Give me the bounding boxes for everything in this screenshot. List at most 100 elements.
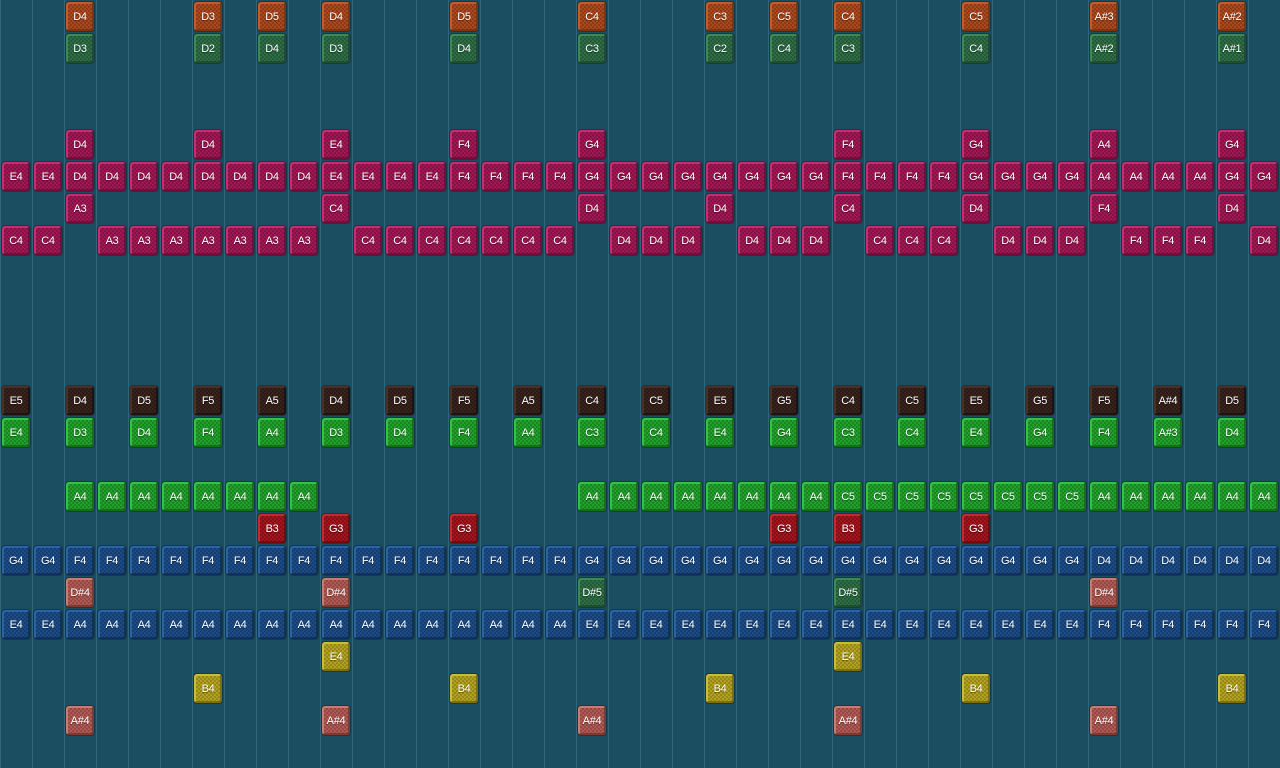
note-block[interactable]: A4 [514,610,542,639]
note-block[interactable]: A4 [98,610,126,639]
note-block[interactable]: G4 [1218,162,1246,191]
note-block[interactable]: G4 [930,546,958,575]
note-block[interactable]: E4 [706,418,734,447]
note-block[interactable]: C4 [546,226,574,255]
note-block[interactable]: F4 [386,546,414,575]
note-block[interactable]: C4 [898,226,926,255]
note-block[interactable]: F4 [1122,610,1150,639]
note-block[interactable]: D#5 [578,578,606,607]
note-block[interactable]: C5 [898,386,926,415]
note-block[interactable]: D4 [738,226,766,255]
note-block[interactable]: C4 [386,226,414,255]
note-block[interactable]: C3 [578,418,606,447]
note-block[interactable]: A4 [1122,162,1150,191]
note-block[interactable]: D#4 [66,578,94,607]
note-block[interactable]: E4 [386,162,414,191]
note-block[interactable]: C3 [834,34,862,63]
note-block[interactable]: A4 [1090,130,1118,159]
note-block[interactable]: A4 [1122,482,1150,511]
note-block[interactable]: G4 [610,162,638,191]
note-block[interactable]: F4 [482,546,510,575]
note-block[interactable]: D4 [1058,226,1086,255]
note-block[interactable]: C4 [418,226,446,255]
note-block[interactable]: D5 [130,386,158,415]
note-block[interactable]: C4 [354,226,382,255]
note-block[interactable]: F4 [290,546,318,575]
note-block[interactable]: D4 [66,2,94,31]
note-block[interactable]: D4 [226,162,254,191]
note-block[interactable]: D4 [1218,194,1246,223]
note-block[interactable]: F4 [66,546,94,575]
note-block[interactable]: A4 [642,482,670,511]
note-block[interactable]: G4 [994,546,1022,575]
note-block[interactable]: F4 [226,546,254,575]
note-block[interactable]: G4 [1026,546,1054,575]
note-block[interactable]: A#4 [322,706,350,735]
note-block[interactable]: E4 [994,610,1022,639]
note-block[interactable]: D4 [1186,546,1214,575]
note-block[interactable]: A4 [546,610,574,639]
note-block[interactable]: C5 [1026,482,1054,511]
note-block[interactable]: C3 [706,2,734,31]
note-block[interactable]: A4 [194,610,222,639]
note-block[interactable]: G4 [578,546,606,575]
note-block[interactable]: G4 [866,546,894,575]
note-block[interactable]: E4 [738,610,766,639]
note-block[interactable]: A4 [66,610,94,639]
note-block[interactable]: A4 [226,482,254,511]
note-block[interactable]: E4 [322,130,350,159]
note-block[interactable]: B4 [962,674,990,703]
note-block[interactable]: C4 [642,418,670,447]
note-block[interactable]: D2 [194,34,222,63]
note-block[interactable]: C2 [706,34,734,63]
note-block[interactable]: A4 [226,610,254,639]
note-block[interactable]: F4 [1186,610,1214,639]
note-block[interactable]: C4 [770,34,798,63]
note-block[interactable]: A3 [258,226,286,255]
note-block[interactable]: E4 [834,642,862,671]
note-block[interactable]: D4 [1122,546,1150,575]
note-block[interactable]: C5 [866,482,894,511]
note-block[interactable]: A#1 [1218,34,1246,63]
note-block[interactable]: E4 [962,418,990,447]
note-block[interactable]: F4 [130,546,158,575]
note-block[interactable]: D4 [642,226,670,255]
note-block[interactable]: E4 [34,610,62,639]
note-block[interactable]: D3 [66,418,94,447]
note-block[interactable]: E4 [706,610,734,639]
note-block[interactable]: D3 [66,34,94,63]
note-block[interactable]: C5 [930,482,958,511]
note-block[interactable]: F4 [1186,226,1214,255]
note-block[interactable]: A4 [1090,482,1118,511]
note-block[interactable]: A5 [514,386,542,415]
note-block[interactable]: E4 [930,610,958,639]
note-block[interactable]: G5 [770,386,798,415]
note-block[interactable]: C5 [962,2,990,31]
note-block[interactable]: C4 [34,226,62,255]
note-block[interactable]: C5 [1058,482,1086,511]
note-block[interactable]: D4 [194,130,222,159]
note-block[interactable]: F4 [1154,610,1182,639]
note-block[interactable]: D4 [1154,546,1182,575]
note-block[interactable]: F4 [418,546,446,575]
note-block[interactable]: F4 [322,546,350,575]
note-block[interactable]: E5 [2,386,30,415]
note-block[interactable]: G4 [738,546,766,575]
note-block[interactable]: A4 [258,418,286,447]
note-block[interactable]: D5 [258,2,286,31]
note-block[interactable]: D4 [674,226,702,255]
note-block[interactable]: A4 [162,482,190,511]
note-block[interactable]: A#4 [1154,386,1182,415]
note-block[interactable]: C4 [578,2,606,31]
note-block[interactable]: E4 [578,610,606,639]
note-block[interactable]: D4 [258,162,286,191]
note-block[interactable]: A4 [418,610,446,639]
note-block[interactable]: D4 [66,130,94,159]
note-block[interactable]: E4 [834,610,862,639]
note-block[interactable]: A4 [1186,482,1214,511]
note-block[interactable]: A4 [610,482,638,511]
note-block[interactable]: G4 [674,546,702,575]
note-block[interactable]: G4 [1250,162,1278,191]
note-block[interactable]: E4 [322,162,350,191]
note-block[interactable]: G4 [674,162,702,191]
